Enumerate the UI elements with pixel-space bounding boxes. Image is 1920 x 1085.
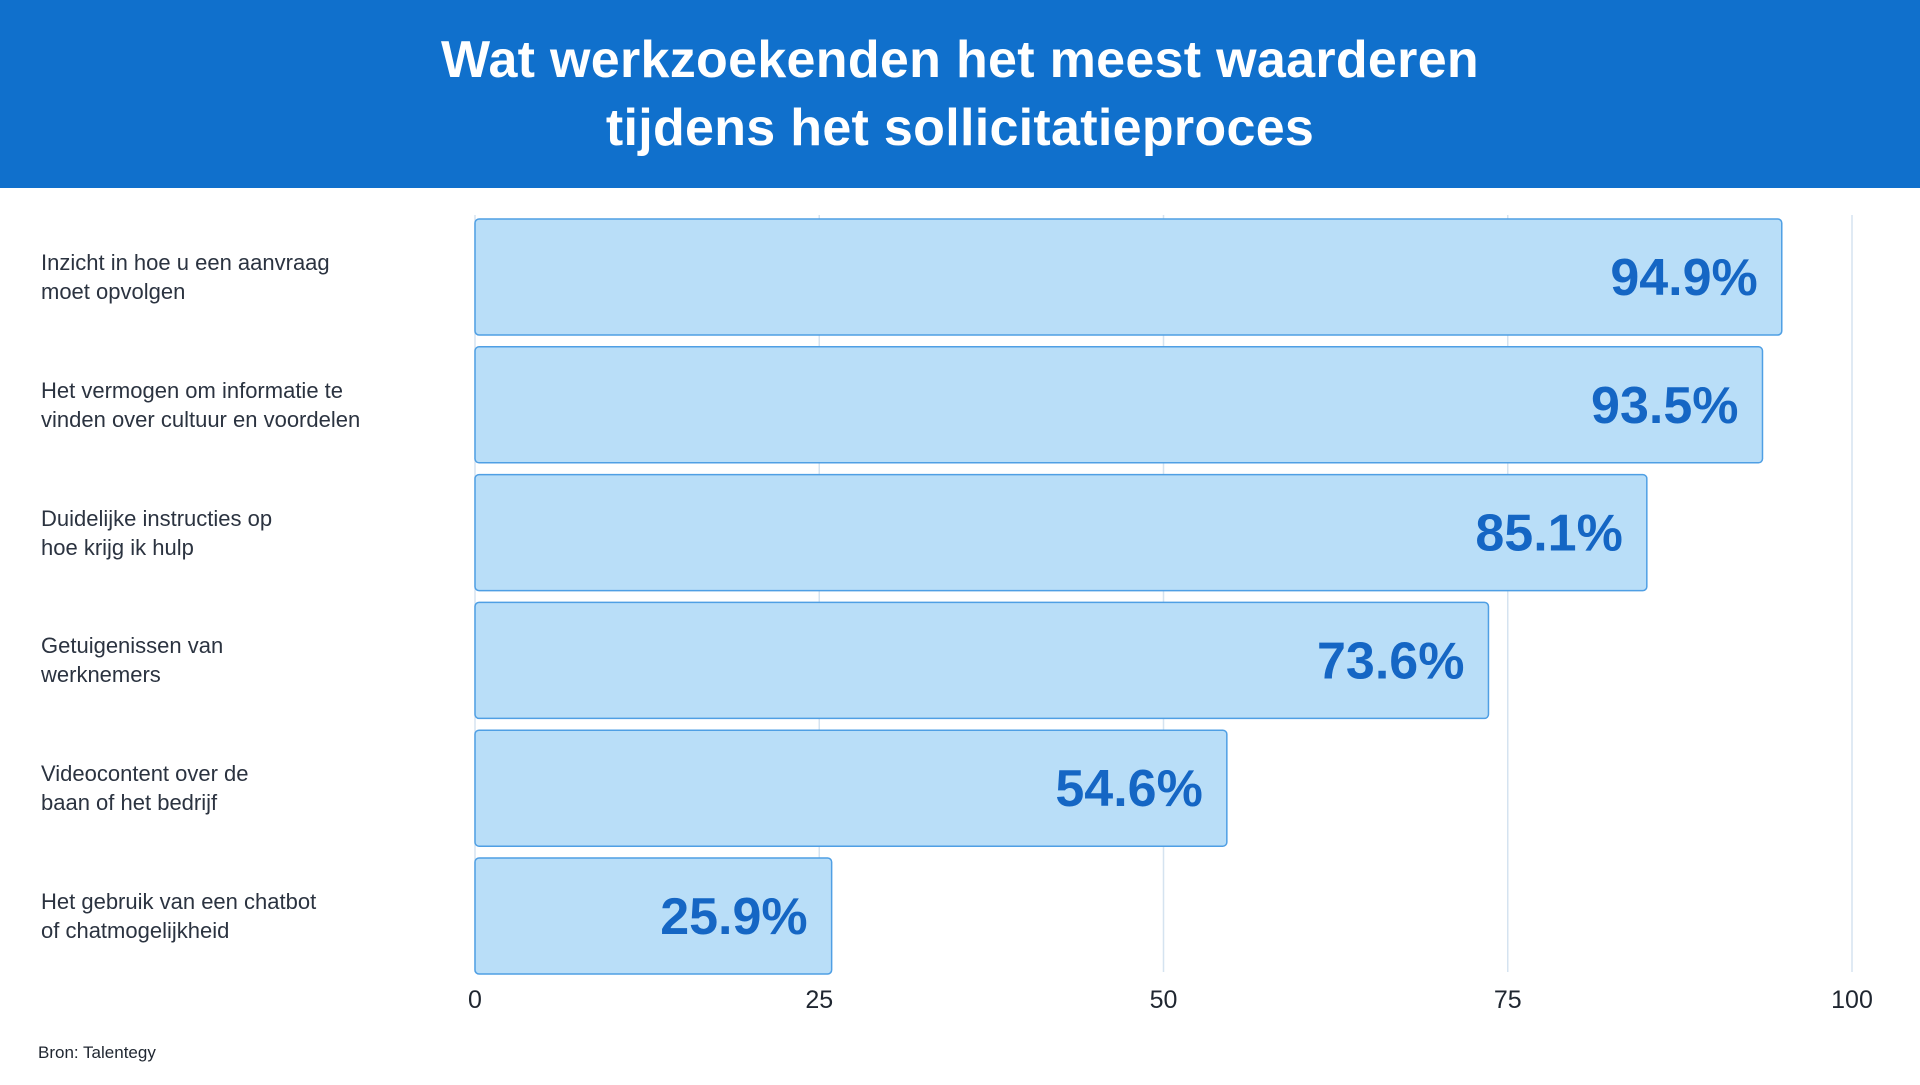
bar (474, 346, 1764, 464)
category-label: Duidelijke instructies op hoe krijg ik hu… (41, 504, 441, 562)
bar-value-label: 25.9% (660, 888, 807, 946)
bar (474, 729, 1228, 847)
bar (474, 601, 1490, 720)
bar-chart: 94.9% 93.5% 85.1% 73.6% 54.6% 25.9% 0 25 50 75 100… (0, 188, 1920, 1080)
category-label-line: of chatmogelijkheid (41, 918, 230, 943)
source-note: Bron: Talentegy (38, 1043, 156, 1062)
bar (474, 218, 1783, 336)
chart-header: Wat werkzoekenden het meest waarderen ti… (0, 0, 1920, 188)
category-label-line: Videocontent over de (41, 761, 249, 787)
category-label: Videocontent over de baan of het bedrijf (41, 759, 441, 817)
bar (474, 857, 833, 975)
bar-value-label: 54.6% (1055, 760, 1202, 818)
x-tick-label: 100 (1831, 986, 1873, 1014)
category-label-line: Getuigenissen van (41, 633, 224, 659)
bar-value-label: 73.6% (1317, 632, 1464, 690)
x-tick-label: 75 (1494, 986, 1522, 1014)
category-label: Het vermogen om informatie te vinden over… (41, 376, 441, 434)
category-label: Getuigenissen van werknemers (41, 631, 441, 689)
category-label-line: werknemers (41, 662, 161, 688)
chart-title-line-1: Wat werkzoekenden het meest waarderen (441, 31, 1479, 89)
category-label-line: baan of het bedrijf (41, 790, 218, 816)
chart-title-line-2: tijdens het sollicitatieproces (605, 99, 1315, 157)
bar-value-label: 94.9% (1610, 249, 1757, 307)
category-label-line: hoe krijg ik hulp (41, 534, 194, 560)
x-tick-label: 0 (468, 986, 482, 1014)
x-tick-label: 50 (1150, 986, 1178, 1014)
category-label-line: Het gebruik van een chatbot (41, 889, 317, 914)
bar (474, 473, 1648, 592)
category-label: Inzicht in hoe u een aanvraag moet opvolg… (41, 248, 441, 306)
category-label-line: Het vermogen om informatie te (41, 377, 344, 403)
x-tick-label: 25 (805, 986, 833, 1014)
bar-chart-svg: 94.9% 93.5% 85.1% 73.6% 54.6% 25.9% 0 25 50 75 100 (468, 215, 1873, 1014)
category-label-line: moet opvolgen (41, 279, 186, 304)
category-label-line: Inzicht in hoe u een aanvraag (41, 250, 330, 275)
bar-value-label: 93.5% (1591, 377, 1738, 435)
category-label-line: vinden over cultuur en voordelen (41, 406, 361, 432)
category-label-line: Duidelijke instructies op (41, 505, 273, 531)
bar-value-label: 85.1% (1475, 505, 1622, 563)
category-label: Het gebruik van een chatbot of chatmogeli… (41, 887, 441, 945)
